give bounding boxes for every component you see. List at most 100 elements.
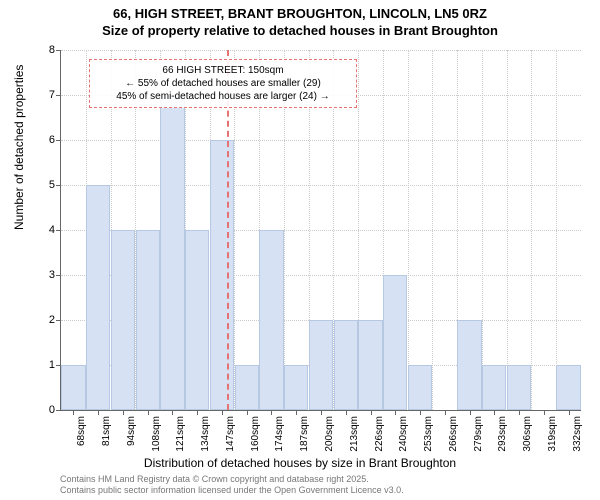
- footer: Contains HM Land Registry data © Crown c…: [60, 474, 404, 496]
- xtick-mark: [420, 410, 421, 415]
- xtick-mark: [148, 410, 149, 415]
- chart-container: 66, HIGH STREET, BRANT BROUGHTON, LINCOL…: [0, 0, 600, 500]
- xtick-label: 266sqm: [448, 416, 459, 452]
- xtick-mark: [247, 410, 248, 415]
- bar: [111, 230, 135, 410]
- grid-h: [61, 50, 581, 51]
- xtick-mark: [494, 410, 495, 415]
- xtick-label: 253sqm: [423, 416, 434, 452]
- plot-area: 01234567868sqm81sqm94sqm108sqm121sqm134s…: [60, 50, 581, 411]
- annotation-line-3: 45% of semi-detached houses are larger (…: [96, 90, 350, 103]
- footer-line-2: Contains public sector information licen…: [60, 485, 404, 496]
- xtick-label: 147sqm: [225, 416, 236, 452]
- xtick-mark: [197, 410, 198, 415]
- xtick-mark: [98, 410, 99, 415]
- xtick-label: 108sqm: [151, 416, 162, 452]
- xtick-mark: [569, 410, 570, 415]
- xtick-label: 306sqm: [522, 416, 533, 452]
- xtick-mark: [172, 410, 173, 415]
- ytick-mark: [56, 275, 61, 276]
- bar: [309, 320, 333, 410]
- xtick-mark: [296, 410, 297, 415]
- xtick-mark: [519, 410, 520, 415]
- annotation-line-2: ← 55% of detached houses are smaller (29…: [96, 77, 350, 90]
- bar: [482, 365, 506, 410]
- bar: [358, 320, 382, 410]
- bar: [284, 365, 308, 410]
- ytick-label: 8: [49, 44, 55, 56]
- ytick-label: 4: [49, 224, 55, 236]
- xtick-mark: [271, 410, 272, 415]
- bar: [210, 140, 234, 410]
- xtick-label: 187sqm: [299, 416, 310, 452]
- xtick-label: 226sqm: [374, 416, 385, 452]
- title-line-2: Size of property relative to detached ho…: [0, 23, 600, 40]
- xtick-label: 240sqm: [398, 416, 409, 452]
- annotation-line-1: 66 HIGH STREET: 150sqm: [96, 64, 350, 77]
- xtick-label: 94sqm: [126, 416, 137, 446]
- ytick-mark: [56, 230, 61, 231]
- xtick-mark: [371, 410, 372, 415]
- ytick-mark: [56, 320, 61, 321]
- footer-line-1: Contains HM Land Registry data © Crown c…: [60, 474, 404, 485]
- xtick-label: 319sqm: [547, 416, 558, 452]
- bar: [556, 365, 580, 410]
- bar: [235, 365, 259, 410]
- bar: [457, 320, 481, 410]
- grid-v: [556, 50, 557, 410]
- xtick-mark: [321, 410, 322, 415]
- ytick-label: 7: [49, 89, 55, 101]
- ytick-mark: [56, 185, 61, 186]
- grid-h: [61, 185, 581, 186]
- grid-v: [432, 50, 433, 410]
- bar: [259, 230, 283, 410]
- bar: [383, 275, 407, 410]
- xtick-label: 134sqm: [200, 416, 211, 452]
- xtick-label: 81sqm: [101, 416, 112, 446]
- ytick-label: 3: [49, 269, 55, 281]
- bar: [61, 365, 85, 410]
- grid-h: [61, 140, 581, 141]
- ytick-label: 1: [49, 359, 55, 371]
- ytick-mark: [56, 95, 61, 96]
- xtick-mark: [346, 410, 347, 415]
- xtick-label: 160sqm: [250, 416, 261, 452]
- grid-v: [531, 50, 532, 410]
- xtick-mark: [445, 410, 446, 415]
- bar: [408, 365, 432, 410]
- xtick-label: 200sqm: [324, 416, 335, 452]
- xtick-mark: [395, 410, 396, 415]
- xtick-label: 68sqm: [76, 416, 87, 446]
- ytick-label: 0: [49, 404, 55, 416]
- xtick-mark: [73, 410, 74, 415]
- bar: [185, 230, 209, 410]
- x-axis-label: Distribution of detached houses by size …: [0, 456, 600, 470]
- xtick-mark: [470, 410, 471, 415]
- xtick-label: 121sqm: [175, 416, 186, 452]
- grid-v: [507, 50, 508, 410]
- xtick-label: 332sqm: [572, 416, 583, 452]
- bar: [507, 365, 531, 410]
- xtick-mark: [222, 410, 223, 415]
- xtick-label: 174sqm: [274, 416, 285, 452]
- grid-v: [408, 50, 409, 410]
- xtick-mark: [544, 410, 545, 415]
- grid-v: [482, 50, 483, 410]
- ytick-label: 2: [49, 314, 55, 326]
- ytick-mark: [56, 50, 61, 51]
- chart-title: 66, HIGH STREET, BRANT BROUGHTON, LINCOL…: [0, 6, 600, 40]
- xtick-label: 213sqm: [349, 416, 360, 452]
- bar: [86, 185, 110, 410]
- xtick-label: 279sqm: [473, 416, 484, 452]
- bar: [334, 320, 358, 410]
- xtick-label: 293sqm: [497, 416, 508, 452]
- bar: [160, 95, 184, 410]
- ytick-mark: [56, 140, 61, 141]
- annotation-box: 66 HIGH STREET: 150sqm ← 55% of detached…: [89, 59, 357, 108]
- xtick-mark: [123, 410, 124, 415]
- ytick-mark: [56, 410, 61, 411]
- ytick-label: 6: [49, 134, 55, 146]
- bar: [136, 230, 160, 410]
- y-axis-label: Number of detached properties: [12, 65, 26, 230]
- ytick-label: 5: [49, 179, 55, 191]
